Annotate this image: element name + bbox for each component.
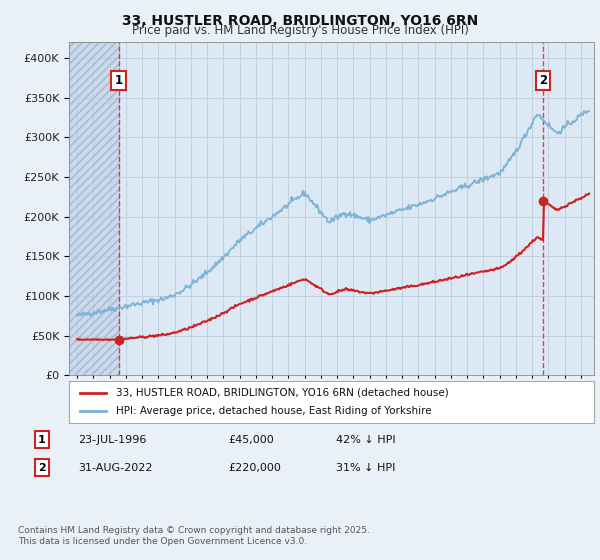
- Text: 2: 2: [38, 463, 46, 473]
- Text: £220,000: £220,000: [228, 463, 281, 473]
- Text: 1: 1: [115, 74, 122, 87]
- Text: HPI: Average price, detached house, East Riding of Yorkshire: HPI: Average price, detached house, East…: [116, 406, 432, 416]
- Bar: [69, 42, 119, 375]
- Text: 23-JUL-1996: 23-JUL-1996: [78, 435, 146, 445]
- Text: 31% ↓ HPI: 31% ↓ HPI: [336, 463, 395, 473]
- Text: 33, HUSTLER ROAD, BRIDLINGTON, YO16 6RN: 33, HUSTLER ROAD, BRIDLINGTON, YO16 6RN: [122, 14, 478, 28]
- Text: 33, HUSTLER ROAD, BRIDLINGTON, YO16 6RN (detached house): 33, HUSTLER ROAD, BRIDLINGTON, YO16 6RN …: [116, 388, 449, 398]
- Text: Price paid vs. HM Land Registry's House Price Index (HPI): Price paid vs. HM Land Registry's House …: [131, 24, 469, 37]
- Text: £45,000: £45,000: [228, 435, 274, 445]
- Text: 2: 2: [539, 74, 547, 87]
- Text: 1: 1: [38, 435, 46, 445]
- Bar: [69, 42, 119, 375]
- Text: 42% ↓ HPI: 42% ↓ HPI: [336, 435, 395, 445]
- Text: 31-AUG-2022: 31-AUG-2022: [78, 463, 152, 473]
- Text: Contains HM Land Registry data © Crown copyright and database right 2025.
This d: Contains HM Land Registry data © Crown c…: [18, 526, 370, 546]
